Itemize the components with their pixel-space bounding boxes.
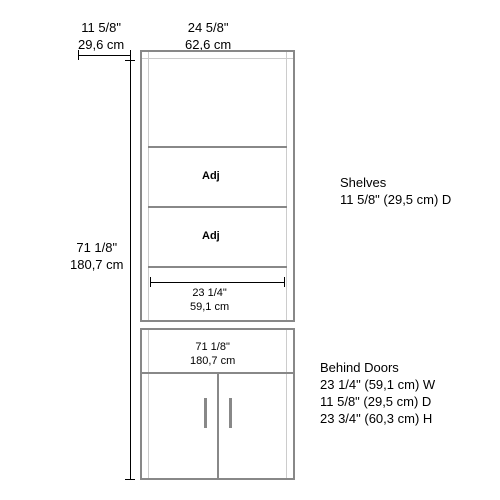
inner-width-met: 59,1 cm	[190, 300, 229, 314]
width-label: 24 5/8" 62,6 cm	[185, 20, 231, 54]
shelf-3	[148, 266, 287, 268]
shelves-title: Shelves	[340, 175, 451, 192]
behind-doors-line3: 23 3/4" (60,3 cm) H	[320, 411, 435, 428]
depth-tick-right	[130, 50, 131, 60]
height-dim-line	[130, 60, 131, 480]
doors	[142, 372, 293, 480]
depth-tick-left	[78, 50, 79, 60]
inner-width-label: 23 1/4" 59,1 cm	[190, 286, 229, 315]
cabinet-drawing: Adj Adj 23 1/4" 59,1 cm 71 1/8" 180,7 cm	[140, 50, 295, 480]
behind-doors-block: Behind Doors 23 1/4" (59,1 cm) W 11 5/8"…	[320, 360, 435, 428]
handle-left	[204, 398, 207, 428]
depth-dim-line	[78, 55, 130, 56]
height-tick-bottom	[125, 479, 135, 480]
inner-width-tick-r	[284, 277, 285, 287]
handle-right	[229, 398, 232, 428]
door-right	[218, 374, 294, 480]
inner-height-imp: 71 1/8"	[190, 340, 235, 354]
shelf-1	[148, 146, 287, 148]
inner-width-tick-l	[150, 277, 151, 287]
shelves-block: Shelves 11 5/8" (29,5 cm) D	[340, 175, 451, 209]
height-metric: 180,7 cm	[70, 257, 123, 274]
height-label: 71 1/8" 180,7 cm	[70, 240, 123, 274]
width-imperial: 24 5/8"	[185, 20, 231, 37]
mid-divider	[140, 320, 295, 330]
depth-metric: 29,6 cm	[78, 37, 124, 54]
behind-doors-line2: 11 5/8" (29,5 cm) D	[320, 394, 435, 411]
inner-height-met: 180,7 cm	[190, 354, 235, 368]
behind-doors-line1: 23 1/4" (59,1 cm) W	[320, 377, 435, 394]
height-imperial: 71 1/8"	[70, 240, 123, 257]
depth-imperial: 11 5/8"	[78, 20, 124, 37]
top-inner-line	[142, 58, 293, 59]
shelf-2	[148, 206, 287, 208]
shelves-line1: 11 5/8" (29,5 cm) D	[340, 192, 451, 209]
inner-width-imp: 23 1/4"	[190, 286, 229, 300]
inner-width-dim	[150, 282, 285, 283]
behind-doors-title: Behind Doors	[320, 360, 435, 377]
adj-label-1: Adj	[202, 170, 220, 182]
depth-label: 11 5/8" 29,6 cm	[78, 20, 124, 54]
inner-height-label: 71 1/8" 180,7 cm	[190, 340, 235, 369]
door-left	[142, 374, 218, 480]
adj-label-2: Adj	[202, 230, 220, 242]
height-tick-top	[125, 60, 135, 61]
